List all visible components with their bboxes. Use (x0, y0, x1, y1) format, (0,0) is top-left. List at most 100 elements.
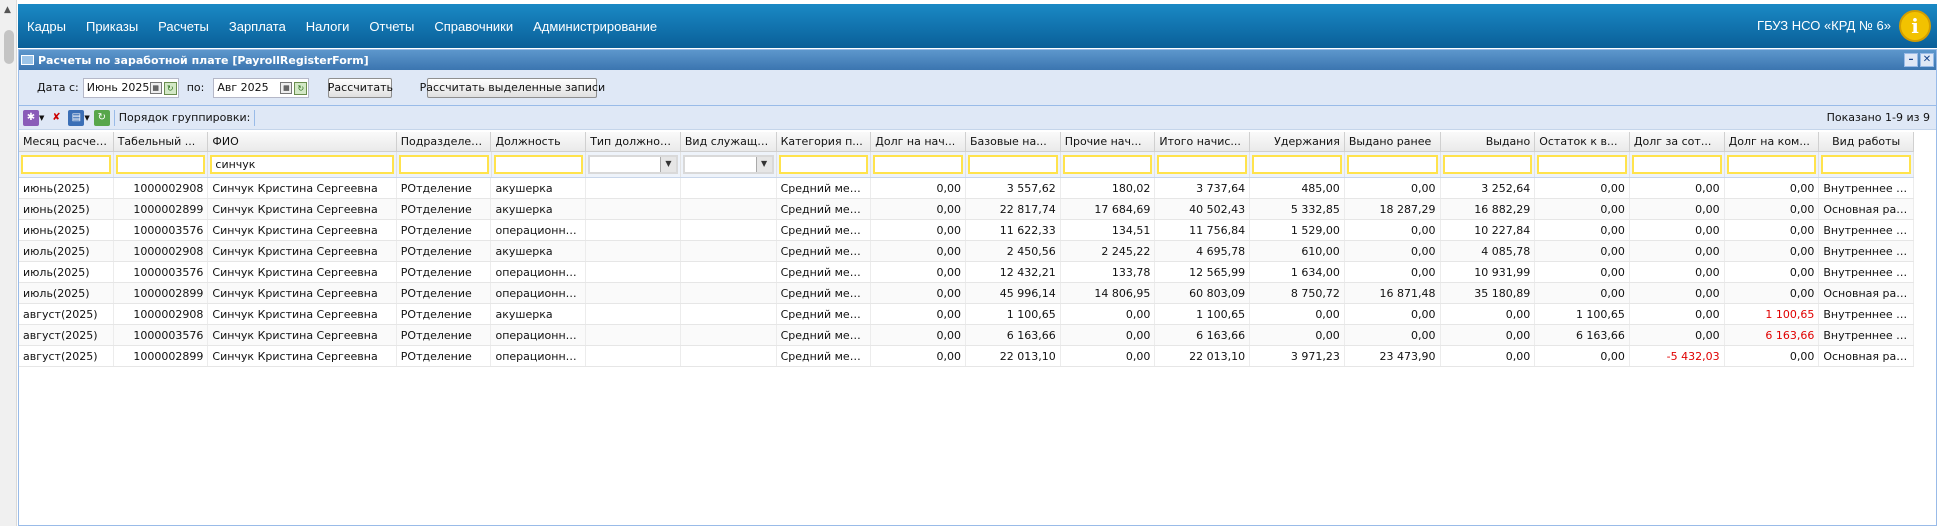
table-row[interactable]: июнь(2025) 1000002908 Синчук Кристина Серг… (19, 178, 1915, 199)
column-filter-input[interactable] (1726, 155, 1817, 174)
clear-date-icon[interactable]: ↻ (294, 81, 308, 95)
menu-item-zarplata[interactable]: Зарплата (228, 18, 286, 34)
clear-date-icon[interactable]: ↻ (163, 81, 177, 95)
table-cell: операционная ... (491, 325, 587, 345)
column-header[interactable]: Подразделение (397, 132, 492, 151)
table-cell: 16 882,29 (1441, 199, 1536, 219)
column-header[interactable]: Выдано (1441, 132, 1536, 151)
fio-filter-input[interactable]: синчук (210, 155, 394, 174)
column-filter-input[interactable] (1631, 155, 1722, 174)
table-row[interactable]: июнь(2025) 1000002899 Синчук Кристина Серг… (19, 199, 1915, 220)
export-icon[interactable]: ▤ (68, 109, 85, 126)
calendar-icon[interactable]: ▦ (280, 81, 293, 94)
table-cell: 0,00 (1061, 325, 1156, 345)
chevron-down-icon[interactable]: ▼ (84, 113, 90, 122)
column-filter-input[interactable] (968, 155, 1058, 174)
table-cell: Синчук Кристина Сергеевна (208, 304, 397, 324)
grid-header-row: Месяц расчета Табельный ... ФИО Подразделен… (19, 132, 1915, 152)
table-cell: 14 806,95 (1061, 283, 1156, 303)
table-row[interactable]: июль(2025) 1000003576 Синчук Кристина Серг… (19, 262, 1915, 283)
table-cell: 0,00 (1535, 178, 1630, 198)
table-cell: 2 450,56 (966, 241, 1061, 261)
menu-item-spravochniki[interactable]: Справочники (434, 18, 514, 34)
table-row[interactable]: август(2025) 1000003576 Синчук Кристина Се… (19, 325, 1915, 346)
chevron-down-icon[interactable]: ▼ (659, 157, 676, 172)
refresh-icon[interactable]: ↻ (93, 109, 110, 126)
column-filter-input[interactable] (1537, 155, 1627, 174)
date-to-field[interactable]: Авг 2025 ▦ ↻ (213, 77, 310, 98)
column-filter-input[interactable] (873, 155, 964, 174)
column-filter-input[interactable] (493, 155, 584, 174)
column-filter-input[interactable] (21, 155, 111, 174)
table-cell: 0,00 (871, 346, 966, 366)
column-filter-input[interactable] (1157, 155, 1248, 174)
column-header[interactable]: Вид работы (1819, 132, 1915, 151)
menu-item-kadry[interactable]: Кадры (27, 18, 66, 34)
table-row[interactable]: июль(2025) 1000002899 Синчук Кристина Серг… (19, 283, 1915, 304)
column-filter-input[interactable] (1442, 155, 1533, 174)
column-header[interactable]: Вид служащего (681, 132, 777, 151)
column-filter-input[interactable] (1252, 155, 1342, 174)
calendar-icon[interactable]: ▦ (149, 81, 162, 94)
column-header[interactable]: Выдано ранее (1345, 132, 1441, 151)
table-cell: 2 245,22 (1061, 241, 1156, 261)
column-filter-input[interactable] (1821, 155, 1912, 174)
table-cell (586, 220, 681, 240)
chevron-down-icon[interactable]: ▼ (39, 113, 45, 122)
table-cell: 0,00 (1630, 325, 1725, 345)
column-header[interactable]: Итого начис... (1155, 132, 1251, 151)
table-cell: 0,00 (1535, 283, 1630, 303)
column-filter-input[interactable] (115, 155, 206, 174)
column-header[interactable]: Долг на нач... (871, 132, 966, 151)
column-header[interactable]: Долг на ком... (1725, 132, 1820, 151)
minimize-icon[interactable]: – (1904, 53, 1918, 67)
table-cell: операционная ... (491, 220, 587, 240)
column-header[interactable]: Остаток к в... (1535, 132, 1630, 151)
column-filter-input[interactable]: ▼ (588, 155, 678, 174)
calculate-selected-button[interactable]: Рассчитать выделенные записи (420, 77, 605, 98)
column-filter-input[interactable]: ▼ (682, 155, 774, 174)
filter-cell (966, 152, 1061, 177)
column-header[interactable]: Категория п... (777, 132, 872, 151)
date-from-field[interactable]: Июнь 2025 ▦ ↻ (82, 77, 179, 98)
column-header[interactable]: ФИО (208, 132, 397, 151)
table-row[interactable]: август(2025) 1000002908 Синчук Кристина Се… (19, 304, 1915, 325)
column-filter-input[interactable] (778, 155, 869, 174)
column-header[interactable]: Базовые на... (966, 132, 1061, 151)
table-row[interactable]: июнь(2025) 1000003576 Синчук Кристина Серг… (19, 220, 1915, 241)
calculate-button[interactable]: Рассчитать (328, 77, 393, 98)
column-filter-input[interactable] (398, 155, 489, 174)
column-header[interactable]: Табельный ... (114, 132, 209, 151)
menu-item-raschety[interactable]: Расчеты (158, 18, 209, 34)
column-header[interactable]: Долг за сот... (1630, 132, 1725, 151)
table-cell: 0,00 (1345, 304, 1441, 324)
table-row[interactable]: июль(2025) 1000002908 Синчук Кристина Серг… (19, 241, 1915, 262)
table-cell (681, 262, 777, 282)
menu-item-otchety[interactable]: Отчеты (369, 18, 415, 34)
scroll-up-icon[interactable]: ▲ (4, 5, 11, 15)
table-cell: 40 502,43 (1155, 199, 1251, 219)
column-header[interactable]: Прочие нач... (1061, 132, 1156, 151)
column-header[interactable]: Должность (491, 132, 587, 151)
filter-cell (1535, 152, 1630, 177)
menu-item-nalogi[interactable]: Налоги (305, 18, 350, 34)
close-icon[interactable]: ✕ (1920, 53, 1934, 67)
column-header[interactable]: Удержания (1250, 132, 1345, 151)
menu-item-prikazy[interactable]: Приказы (85, 18, 139, 34)
column-header[interactable]: Месяц расчета (19, 132, 114, 151)
info-icon[interactable]: i (1899, 10, 1931, 42)
chevron-down-icon[interactable]: ▼ (755, 157, 772, 172)
column-header[interactable]: Тип должности (586, 132, 681, 151)
table-cell (586, 346, 681, 366)
settings-menu-icon[interactable]: ✱ (23, 109, 39, 126)
window-icon (21, 55, 34, 65)
table-row[interactable]: август(2025) 1000002899 Синчук Кристина Се… (19, 346, 1915, 367)
column-filter-input[interactable] (1062, 155, 1153, 174)
table-cell: операционная ... (491, 346, 587, 366)
clear-filter-icon[interactable]: ✘ (52, 112, 61, 123)
scrollbar-thumb[interactable] (4, 30, 14, 64)
column-filter-input[interactable] (1346, 155, 1438, 174)
vertical-scrollbar[interactable]: ▲ (0, 0, 17, 526)
table-cell: 1 100,65 (1535, 304, 1630, 324)
menu-item-administrirovanie[interactable]: Администрирование (533, 18, 658, 34)
